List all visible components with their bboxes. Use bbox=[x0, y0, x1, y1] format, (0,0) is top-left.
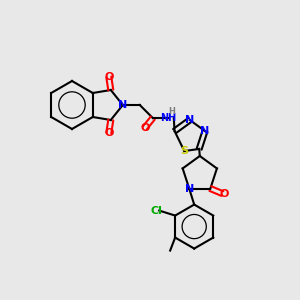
Text: N: N bbox=[118, 100, 128, 110]
Text: N: N bbox=[185, 115, 194, 125]
Text: O: O bbox=[220, 189, 229, 199]
Text: NH: NH bbox=[160, 113, 176, 123]
Text: N: N bbox=[200, 126, 210, 136]
Text: O: O bbox=[104, 72, 113, 82]
Text: O: O bbox=[104, 128, 113, 138]
Text: H: H bbox=[168, 106, 175, 116]
Text: N: N bbox=[184, 184, 194, 194]
Text: O: O bbox=[140, 123, 149, 133]
Text: Cl: Cl bbox=[150, 206, 162, 216]
Text: S: S bbox=[180, 146, 188, 156]
